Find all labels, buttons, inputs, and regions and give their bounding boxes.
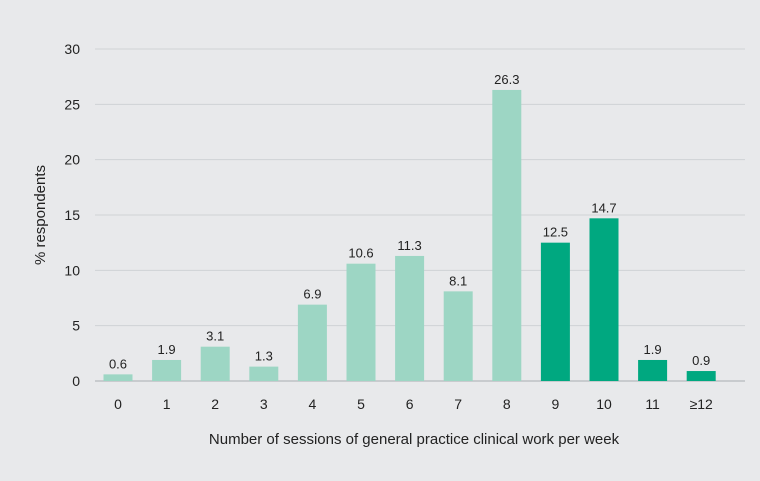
data-label: 8.1 — [449, 273, 467, 288]
x-tick-label: 1 — [163, 396, 171, 412]
bar-8 — [492, 89, 522, 382]
bar-2 — [200, 346, 230, 381]
bar-7 — [443, 291, 473, 381]
data-label: 1.9 — [158, 342, 176, 357]
bar-≥12 — [686, 371, 716, 381]
x-tick-label: 5 — [357, 396, 365, 412]
bar-10 — [589, 218, 619, 381]
data-label: 3.1 — [206, 329, 224, 344]
data-label: 26.3 — [494, 72, 519, 87]
data-label: 0.9 — [692, 353, 710, 368]
x-tick-label: 9 — [552, 396, 560, 412]
bar-0 — [103, 374, 133, 381]
y-tick-label: 25 — [64, 96, 80, 112]
bar-4 — [297, 304, 327, 381]
y-tick-label: 10 — [64, 262, 80, 278]
x-tick-label: 2 — [211, 396, 219, 412]
bar-6 — [395, 255, 425, 381]
data-label: 1.9 — [644, 342, 662, 357]
x-tick-label: 10 — [596, 396, 612, 412]
x-axis-label: Number of sessions of general practice c… — [209, 431, 620, 448]
x-tick-label: 4 — [309, 396, 317, 412]
x-tick-label: ≥12 — [690, 396, 713, 412]
y-axis-label: % respondents — [32, 165, 49, 265]
data-label: 1.3 — [255, 349, 273, 364]
x-tick-label: 0 — [114, 396, 122, 412]
y-tick-labels: 0 5 10 15 20 25 30 — [64, 41, 80, 389]
bar-3 — [249, 366, 279, 381]
data-label: 6.9 — [303, 287, 321, 302]
bar-9 — [540, 242, 570, 381]
x-tick-label: 3 — [260, 396, 268, 412]
data-label: 12.5 — [543, 225, 568, 240]
data-label: 11.3 — [397, 238, 421, 253]
data-label: 10.6 — [348, 246, 373, 261]
y-tick-label: 5 — [72, 318, 80, 334]
bar-11 — [638, 359, 668, 381]
bar-1 — [152, 359, 182, 381]
y-tick-label: 15 — [64, 207, 80, 223]
x-tick-label: 6 — [406, 396, 414, 412]
data-label: 0.6 — [109, 356, 127, 371]
y-tick-label: 20 — [64, 152, 80, 168]
x-tick-label: 7 — [454, 396, 462, 412]
x-tick-labels: 0 1 2 3 4 5 6 7 8 9 10 11 ≥12 — [114, 396, 713, 412]
bars — [103, 89, 716, 382]
data-label: 14.7 — [591, 200, 616, 215]
y-tick-label: 30 — [64, 41, 80, 57]
x-tick-label: 8 — [503, 396, 511, 412]
bar-5 — [346, 263, 376, 381]
y-tick-label: 0 — [72, 373, 80, 389]
x-tick-label: 11 — [645, 396, 660, 412]
data-labels: 0.6 1.9 3.1 1.3 6.9 10.6 11.3 8.1 26.3 12.5 14.7 1.… — [109, 72, 710, 371]
